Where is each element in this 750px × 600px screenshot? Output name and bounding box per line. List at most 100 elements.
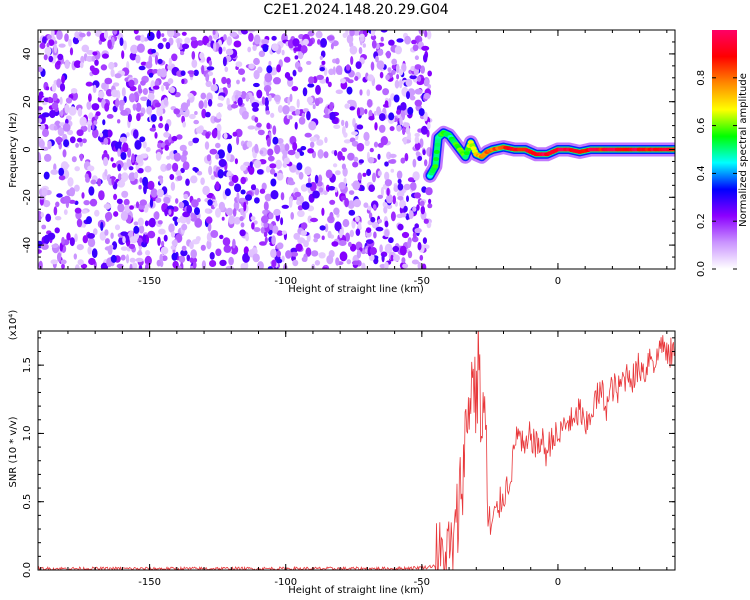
- spectrogram-noise-cell: [270, 248, 277, 258]
- spectrogram-noise-cell: [38, 249, 42, 254]
- spectrogram-noise-cell: [341, 119, 345, 127]
- spectrogram-noise-cell: [50, 259, 58, 265]
- spectrogram-noise-cell: [148, 72, 154, 78]
- spectrogram-noise-cell: [339, 228, 343, 239]
- spectrogram-noise-cell: [69, 187, 76, 197]
- spectrogram-noise-cell: [276, 250, 282, 258]
- spectrogram-noise-cell: [345, 64, 351, 71]
- spectrogram-noise-cell: [144, 263, 149, 269]
- spectrogram-noise-cell: [119, 37, 124, 46]
- spectrogram-noise-cell: [420, 205, 425, 215]
- spectrogram-noise-cell: [140, 61, 147, 66]
- spectrogram-noise-cell: [221, 76, 227, 85]
- spectrogram-noise-cell: [276, 258, 283, 264]
- spectrogram-noise-cell: [112, 82, 120, 87]
- spectrogram-noise-cell: [300, 146, 307, 151]
- spectrogram-noise-cell: [315, 30, 323, 39]
- snr-xlabel: Height of straight line (km): [288, 585, 424, 596]
- spectrogram-noise-cell: [188, 140, 194, 147]
- spectrogram-noise-cell: [299, 151, 305, 157]
- spectrogram-noise-cell: [383, 206, 388, 214]
- spectrogram-noise-cell: [167, 78, 174, 85]
- spectrogram-noise-cell: [294, 191, 302, 197]
- spectrogram-noise-cell: [216, 112, 222, 120]
- spectrogram-noise-cell: [351, 131, 359, 136]
- spectrogram-noise-cell: [137, 217, 144, 227]
- spectrogram-noise-cell: [379, 244, 383, 253]
- spectrogram-noise-cell: [315, 84, 321, 95]
- spectrogram-noise-cell: [307, 148, 314, 154]
- spectrogram-noise-cell: [138, 184, 142, 190]
- spectrogram-noise-cell: [190, 249, 197, 259]
- snr-ytick-label: 1.0: [22, 425, 33, 441]
- spectrogram-noise-cell: [134, 140, 142, 150]
- spectrogram-noise-cell: [182, 150, 188, 157]
- spectrogram-ytick-label: 20: [22, 95, 33, 108]
- spectrogram-noise-cell: [388, 39, 395, 46]
- spectrogram-noise-cell: [194, 207, 200, 216]
- spectrogram-xtick-label: -150: [138, 276, 161, 287]
- spectrogram-noise-cell: [69, 47, 74, 56]
- spectrogram-noise-cell: [157, 236, 161, 246]
- spectrogram-noise-cell: [238, 68, 245, 75]
- spectrogram-noise-cell: [211, 128, 218, 139]
- spectrogram-noise-cell: [295, 109, 301, 116]
- spectrogram-noise-cell: [411, 259, 419, 265]
- spectrogram-noise-cell: [271, 259, 277, 268]
- spectrogram-noise-cell: [79, 32, 86, 38]
- spectrogram-noise-cell: [87, 237, 96, 248]
- spectrogram-ytick-label: 0: [22, 146, 33, 152]
- spectrogram-noise-cell: [232, 238, 236, 249]
- spectrogram-noise-cell: [186, 254, 191, 262]
- spectrogram-noise-cell: [128, 243, 136, 250]
- spectrogram-noise-cell: [228, 256, 234, 266]
- spectrogram-noise-cell: [92, 128, 99, 139]
- spectrogram-noise-cell: [292, 142, 298, 151]
- spectrogram-noise-cell: [373, 204, 377, 210]
- spectrogram-noise-cell: [233, 40, 242, 48]
- spectrogram-noise-cell: [100, 221, 104, 231]
- spectrogram-noise-cell: [415, 151, 421, 157]
- spectrogram-noise-cell: [338, 182, 346, 190]
- spectrogram-noise-cell: [110, 69, 115, 77]
- spectrogram-noise-cell: [403, 137, 407, 145]
- spectrogram-noise-cell: [102, 119, 106, 126]
- spectrogram-noise-cell: [122, 142, 129, 153]
- spectrogram-noise-cell: [386, 151, 392, 160]
- spectrogram-noise-cell: [64, 104, 70, 114]
- spectrogram-noise-cell: [217, 95, 225, 101]
- spectrogram-noise-cell: [358, 47, 363, 55]
- spectrogram-noise-cell: [187, 70, 195, 75]
- spectrogram-noise-cell: [234, 216, 241, 225]
- spectrogram-noise-cell: [228, 181, 235, 187]
- spectrogram-noise-cell: [392, 195, 397, 205]
- spectrogram-noise-cell: [110, 232, 114, 239]
- spectrogram-noise-cell: [248, 32, 254, 42]
- spectrogram-noise-cell: [292, 259, 299, 267]
- spectrogram-noise-cell: [314, 260, 321, 266]
- spectrogram-noise-cell: [394, 45, 402, 55]
- spectrogram-noise-cell: [333, 207, 340, 215]
- spectrogram-noise-cell: [196, 170, 203, 176]
- spectrogram-noise-cell: [217, 169, 224, 179]
- spectrogram-noise-cell: [204, 141, 210, 150]
- spectrogram-noise-cell: [101, 82, 106, 90]
- spectrogram-noise-cell: [353, 156, 359, 162]
- spectrogram-xlabel: Height of straight line (km): [288, 284, 424, 295]
- spectrogram-noise-cell: [241, 110, 249, 120]
- spectrogram-noise-cell: [388, 112, 395, 121]
- spectrogram-noise-cell: [319, 67, 326, 72]
- spectrogram-noise-cell: [323, 114, 332, 119]
- spectrogram-noise-cell: [424, 30, 428, 38]
- spectrogram-noise-cell: [326, 35, 335, 41]
- spectrogram-noise-cell: [351, 140, 359, 147]
- spectrogram-noise-cell: [51, 244, 59, 248]
- spectrogram-noise-cell: [356, 107, 361, 117]
- spectrogram-noise-cell: [400, 102, 407, 111]
- spectrogram-noise-cell: [212, 77, 216, 85]
- spectrogram-noise-cell: [93, 228, 98, 236]
- spectrogram-noise-cell: [273, 208, 281, 216]
- spectrogram-noise-cell: [371, 40, 377, 49]
- spectrogram-noise-cell: [416, 35, 420, 45]
- spectrogram-noise-cell: [38, 118, 42, 124]
